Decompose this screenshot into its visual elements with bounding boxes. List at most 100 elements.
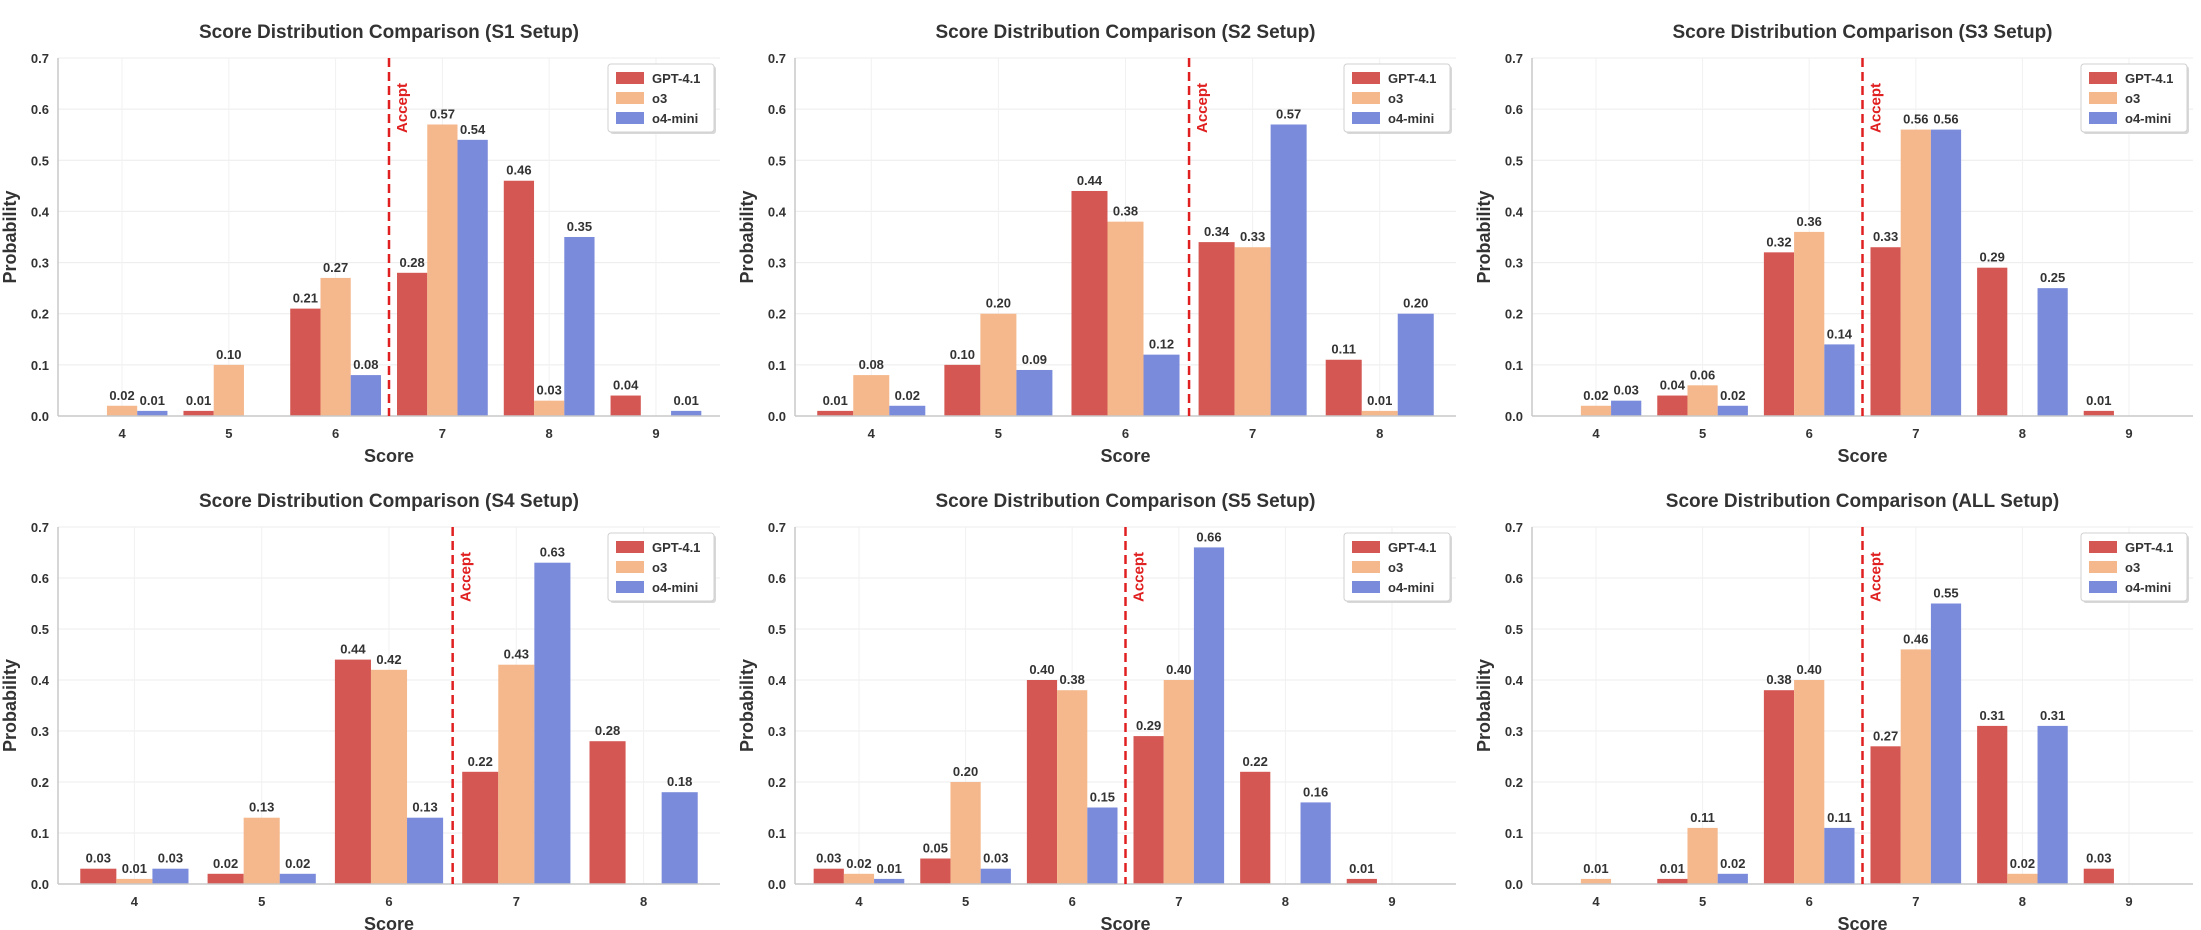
chart-panel: 0.0 0.1 0.2 0.3 0.4 0.5 0.6 0.7 0.01 0.38 0.27 0.31… — [1474, 491, 2193, 930]
bar-value-label: 0.38 — [1060, 672, 1085, 687]
legend-swatch — [616, 72, 644, 84]
chart-title: Score Distribution Comparison (S1 Setup) — [199, 22, 579, 43]
legend-entry: o3 — [652, 560, 667, 575]
x-tick-label: 5 — [1699, 426, 1706, 441]
y-tick-label: 0.1 — [1505, 358, 1523, 373]
bar-value-label: 0.15 — [1090, 790, 1115, 805]
bar — [1325, 359, 1362, 416]
bar — [80, 868, 117, 884]
bar — [1794, 680, 1825, 884]
legend-swatch — [616, 92, 644, 104]
bar-value-label: 0.44 — [1077, 173, 1103, 188]
bar-value-label: 0.36 — [1797, 214, 1822, 229]
bar — [1763, 690, 1795, 884]
bar-value-label: 0.01 — [674, 393, 699, 408]
legend: GPT-4.1 o3 o4-mini — [1343, 532, 1452, 603]
bar-value-label: 0.57 — [430, 106, 455, 121]
bar-value-label: 0.38 — [1113, 204, 1138, 219]
bar-value-label: 0.03 — [158, 851, 183, 866]
chart-panel: 0.0 0.1 0.2 0.3 0.4 0.5 0.6 0.7 0.03 0.02 0.44 0.22… — [0, 491, 720, 930]
bar — [2083, 868, 2114, 884]
chart-panel: 0.0 0.1 0.2 0.3 0.4 0.5 0.6 0.7 0.01 0.10 0.44 0.34… — [737, 22, 1456, 466]
legend-entry: GPT-4.1 — [2125, 540, 2173, 555]
bar-value-label: 0.33 — [1873, 229, 1898, 244]
bar-value-label: 0.03 — [86, 851, 111, 866]
bar — [1900, 129, 1931, 416]
bar-value-label: 0.03 — [1614, 383, 1639, 398]
bar — [817, 410, 854, 416]
y-tick-label: 0.3 — [31, 256, 49, 271]
y-tick-label: 0.2 — [1505, 307, 1523, 322]
legend: GPT-4.1 o3 o4-mini — [2080, 532, 2189, 603]
bar — [2037, 288, 2068, 416]
bar — [334, 659, 371, 884]
bar-value-label: 0.01 — [1660, 861, 1685, 876]
bar-value-label: 0.09 — [1022, 352, 1047, 367]
bar-value-label: 0.40 — [1166, 662, 1191, 677]
x-tick-label: 4 — [855, 894, 863, 909]
x-tick-label: 9 — [2125, 426, 2132, 441]
bar — [1026, 680, 1058, 884]
y-tick-label: 0.3 — [768, 256, 786, 271]
bar-value-label: 0.01 — [140, 393, 165, 408]
legend: GPT-4.1 o3 o4-mini — [607, 532, 716, 603]
bar-value-label: 0.20 — [1403, 296, 1428, 311]
y-tick-label: 0.6 — [31, 102, 49, 117]
bar — [1361, 410, 1398, 416]
bar — [427, 124, 458, 416]
chart-title: Score Distribution Comparison (S2 Setup) — [935, 22, 1315, 43]
y-tick-label: 0.0 — [1505, 877, 1523, 892]
bar-value-label: 0.22 — [468, 754, 493, 769]
y-tick-label: 0.2 — [768, 307, 786, 322]
y-tick-label: 0.1 — [768, 358, 786, 373]
legend-swatch — [616, 561, 644, 573]
bar-value-label: 0.27 — [323, 260, 348, 275]
bar-value-label: 0.03 — [816, 851, 841, 866]
x-tick-label: 4 — [1592, 426, 1600, 441]
bar-value-label: 0.11 — [1331, 342, 1356, 357]
legend-swatch — [616, 541, 644, 553]
y-axis-label: Probability — [0, 659, 20, 752]
y-tick-label: 0.0 — [1505, 409, 1523, 424]
bar-value-label: 0.13 — [412, 800, 437, 815]
chart-panel: 0.0 0.1 0.2 0.3 0.4 0.5 0.6 0.7 0.01 0.21 0.28 0.46… — [0, 22, 720, 466]
x-tick-label: 7 — [1175, 894, 1182, 909]
bar-value-label: 0.44 — [340, 642, 366, 657]
y-tick-label: 0.2 — [768, 775, 786, 790]
legend-swatch — [2089, 92, 2117, 104]
bar-value-label: 0.01 — [122, 861, 147, 876]
y-tick-label: 0.2 — [31, 775, 49, 790]
bar — [564, 237, 595, 416]
bar — [2037, 725, 2068, 884]
legend-swatch — [616, 581, 644, 593]
y-tick-label: 0.4 — [768, 673, 787, 688]
bar-value-label: 0.66 — [1196, 529, 1221, 544]
bar — [1057, 690, 1088, 884]
legend-swatch — [2089, 581, 2117, 593]
bar-value-label: 0.02 — [895, 388, 920, 403]
bar — [1163, 680, 1194, 884]
legend-entry: o4-mini — [652, 580, 698, 595]
accept-label: Accept — [1868, 552, 1885, 602]
bar — [290, 308, 321, 416]
bar — [950, 782, 981, 884]
legend-swatch — [2089, 112, 2117, 124]
legend-entry: GPT-4.1 — [1388, 71, 1436, 86]
y-tick-label: 0.5 — [1505, 622, 1523, 637]
bar-value-label: 0.40 — [1797, 662, 1822, 677]
bar-value-label: 0.13 — [249, 800, 274, 815]
y-tick-label: 0.7 — [1505, 520, 1523, 535]
bar — [213, 364, 244, 416]
y-tick-label: 0.7 — [768, 51, 786, 66]
chart-title: Score Distribution Comparison (S3 Setup) — [1672, 22, 2052, 43]
y-tick-label: 0.0 — [31, 877, 49, 892]
y-tick-label: 0.0 — [31, 409, 49, 424]
bar — [534, 400, 565, 416]
y-tick-label: 0.4 — [31, 673, 50, 688]
bar-value-label: 0.10 — [950, 347, 975, 362]
bar-value-label: 0.20 — [986, 296, 1011, 311]
bar-value-label: 0.22 — [1243, 754, 1268, 769]
bar — [874, 878, 905, 884]
legend-entry: GPT-4.1 — [2125, 71, 2173, 86]
y-tick-label: 0.5 — [31, 622, 49, 637]
